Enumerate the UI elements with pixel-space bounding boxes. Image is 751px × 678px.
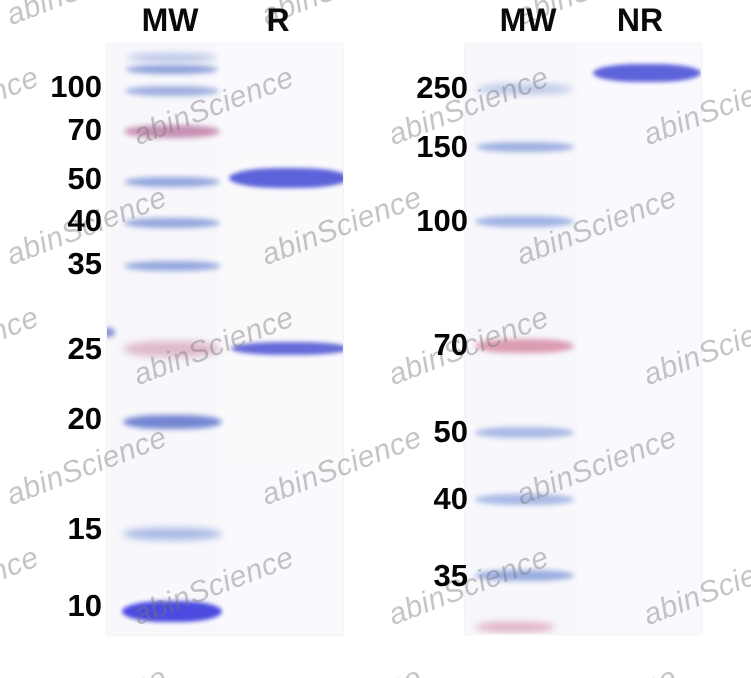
ladder-band-70 [475,339,574,353]
watermark-text: abinScience [2,661,172,678]
lane-nr [577,44,701,634]
mw-marker-40: 40 [433,481,468,516]
lane-r [217,44,343,635]
ladder-band-70 [124,125,220,138]
mw-marker-50: 50 [67,161,102,196]
mw-marker-150: 150 [416,129,468,164]
ladder-band-100 [125,86,219,96]
ladder-band-20 [123,415,222,429]
mw-marker-35: 35 [433,558,468,593]
ladder-band [127,54,217,61]
lane-header-mw-right: MW [499,2,557,38]
lane-header-mw-left: MW [141,2,199,38]
ladder-band-25 [123,341,221,357]
ladder-band-15 [123,528,222,540]
ladder-band-250 [477,84,573,94]
ladder-band-10 [122,601,222,622]
lane-header-nr: NR [616,2,664,38]
sample-band-250 [593,64,701,82]
ladder-band-50 [124,177,220,187]
ladder-band-100 [475,216,574,227]
ladder-band-40 [124,218,220,228]
ladder-band-50 [475,427,574,438]
mw-marker-70: 70 [67,112,102,147]
mw-marker-250: 250 [416,70,468,105]
lane-header-r: R [266,2,290,38]
ladder-band [126,65,218,74]
watermark-text: abinScience [257,661,427,678]
mw-marker-50: 50 [433,414,468,449]
ladder-band-dye-front [475,622,555,632]
gel-panel-non-reduced [465,44,701,634]
mw-marker-100: 100 [50,69,102,104]
sample-band-50 [229,168,343,188]
mw-marker-40: 40 [67,203,102,238]
mw-marker-25: 25 [67,331,102,366]
ladder-band-35 [124,261,221,271]
ladder-band-40 [475,494,574,505]
sample-band-25 [231,342,343,355]
mw-marker-70: 70 [433,327,468,362]
edge-artifact [107,328,115,337]
ladder-band-150 [476,142,574,152]
ladder-band-35 [475,570,574,581]
mw-marker-10: 10 [67,588,102,623]
watermark-text: abinScience [512,661,682,678]
mw-marker-20: 20 [67,401,102,436]
gel-panel-reduced [107,44,343,635]
mw-marker-35: 35 [67,246,102,281]
mw-marker-15: 15 [67,511,102,546]
mw-marker-100: 100 [416,203,468,238]
